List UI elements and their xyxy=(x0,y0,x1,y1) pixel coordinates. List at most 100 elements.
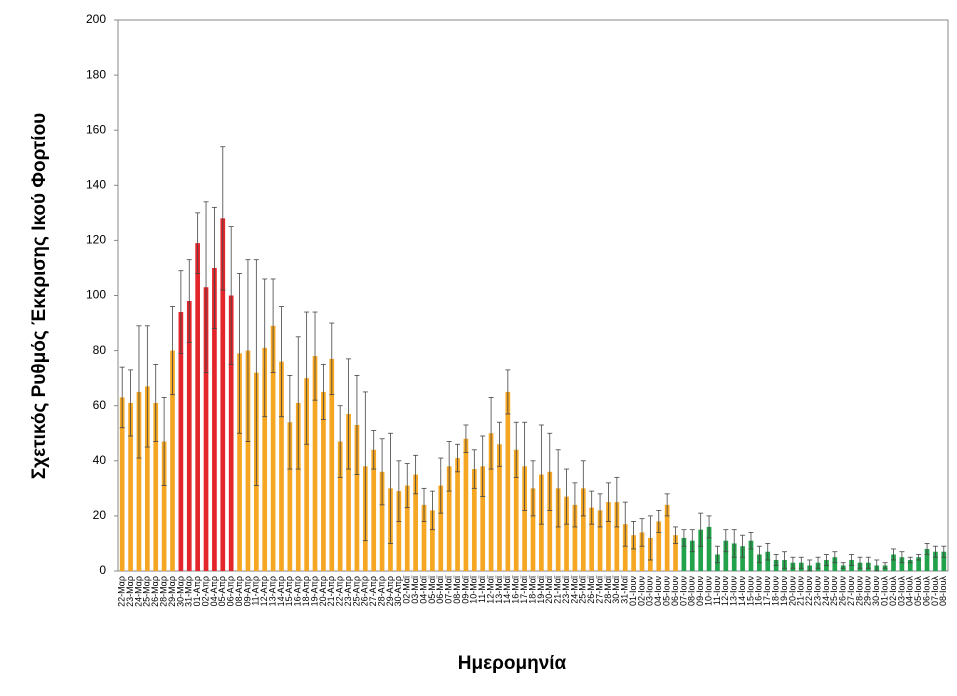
error-bar xyxy=(287,374,293,470)
error-bar xyxy=(480,435,486,498)
error-bar xyxy=(371,430,377,470)
error-bar xyxy=(656,509,662,533)
error-bar xyxy=(832,551,838,564)
bar xyxy=(606,502,611,571)
bar xyxy=(329,358,335,571)
error-bar xyxy=(740,534,746,558)
x-tick-label: 24-Ιουν xyxy=(821,576,831,606)
x-tick-label: 19-Μαϊ xyxy=(536,575,546,604)
error-bar xyxy=(161,397,167,486)
error-bar xyxy=(228,226,234,365)
bar xyxy=(287,422,293,571)
error-bar xyxy=(404,463,410,509)
error-bar xyxy=(429,490,435,531)
x-tick-label: 21-Ιουν xyxy=(796,576,806,606)
x-tick-label: 16-Απρ xyxy=(293,576,303,606)
error-bar xyxy=(169,306,175,396)
error-bar xyxy=(664,493,670,517)
y-tick-label: 160 xyxy=(86,122,106,136)
bar xyxy=(178,312,184,571)
x-tick-label: 07-Ιουν xyxy=(678,576,688,606)
bar xyxy=(916,557,922,571)
error-bar xyxy=(421,487,427,522)
bar xyxy=(144,386,150,571)
error-bar xyxy=(673,526,679,544)
error-bar xyxy=(782,551,788,569)
x-tick-label: 29-Μαρ xyxy=(167,576,177,607)
x-tick-label: 29-Ιουν xyxy=(863,576,873,606)
error-bar xyxy=(564,468,570,525)
bar xyxy=(622,524,628,571)
bar xyxy=(396,491,402,571)
x-tick-label: 18-Μαϊ xyxy=(527,575,537,604)
bar xyxy=(639,532,645,571)
error-bar xyxy=(262,278,268,418)
error-bar xyxy=(857,556,863,569)
x-tick-label: 05-Ιουλ xyxy=(913,576,923,606)
error-bar xyxy=(547,432,553,511)
x-tick-label: 11-Μαϊ xyxy=(477,575,487,603)
x-tick-label: 01-Ιουν xyxy=(628,576,638,606)
bar xyxy=(228,295,234,571)
bar xyxy=(270,325,276,571)
x-tick-label: 12-Μαϊ xyxy=(485,575,495,604)
x-tick-label: 22-Μαρ xyxy=(117,576,127,607)
error-bar xyxy=(270,278,276,374)
x-tick-label: 27-Απρ xyxy=(368,576,378,606)
bar xyxy=(488,433,494,571)
bar xyxy=(379,471,385,571)
x-tick-label: 06-Μαϊ xyxy=(435,575,445,604)
x-tick-label: 01-Ιουλ xyxy=(879,576,889,606)
bar xyxy=(136,391,142,571)
bar xyxy=(119,397,125,571)
x-tick-label: 18-Ιουν xyxy=(771,576,781,606)
x-tick-label: 28-Μαϊ xyxy=(603,575,613,604)
error-bar xyxy=(471,449,477,489)
error-bar xyxy=(614,476,620,528)
error-bar xyxy=(756,545,762,564)
error-bar xyxy=(773,554,779,566)
bar xyxy=(128,402,133,571)
x-tick-label: 25-Ιουν xyxy=(829,576,839,606)
error-bar xyxy=(203,201,209,374)
bar xyxy=(505,391,511,571)
bar xyxy=(438,485,444,571)
x-tick-label: 30-Απρ xyxy=(393,576,403,606)
error-bar xyxy=(924,543,930,555)
bar xyxy=(161,441,167,571)
x-tick-label: 08-Ιουν xyxy=(687,576,697,606)
error-bar xyxy=(253,259,259,486)
x-tick-label: 30-Ιουν xyxy=(871,576,881,606)
error-bar xyxy=(639,518,645,547)
error-bar xyxy=(849,554,855,566)
error-bar xyxy=(807,559,813,572)
x-tick-label: 07-Μαϊ xyxy=(444,575,454,604)
bar xyxy=(413,474,418,571)
bar xyxy=(748,540,754,571)
error-bar xyxy=(572,482,578,528)
x-tick-label: 11-Απρ xyxy=(251,576,261,606)
x-tick-label: 23-Μαρ xyxy=(125,576,135,607)
error-bar xyxy=(932,545,938,558)
error-bar xyxy=(597,493,603,528)
x-tick-label: 09-Απρ xyxy=(242,576,252,606)
x-tick-label: 17-Μαϊ xyxy=(519,575,529,604)
x-tick-label: 02-Απρ xyxy=(200,576,210,606)
error-bar xyxy=(379,438,385,506)
error-bar xyxy=(505,369,511,415)
bar xyxy=(421,504,427,571)
x-tick-label: 26-Απρ xyxy=(360,576,370,606)
x-tick-label: 23-Ιουν xyxy=(812,576,822,606)
bar xyxy=(455,458,460,571)
bar xyxy=(689,540,695,571)
error-bar xyxy=(153,363,159,442)
x-tick-label: 04-Μαϊ xyxy=(418,575,428,604)
bar xyxy=(564,496,569,571)
bar xyxy=(212,267,217,571)
x-tick-label: 10-Ιουν xyxy=(703,576,713,606)
x-tick-label: 21-Απρ xyxy=(326,576,336,606)
error-bar xyxy=(555,449,561,528)
bar xyxy=(471,469,477,571)
x-tick-label: 27-Μαϊ xyxy=(594,575,604,604)
